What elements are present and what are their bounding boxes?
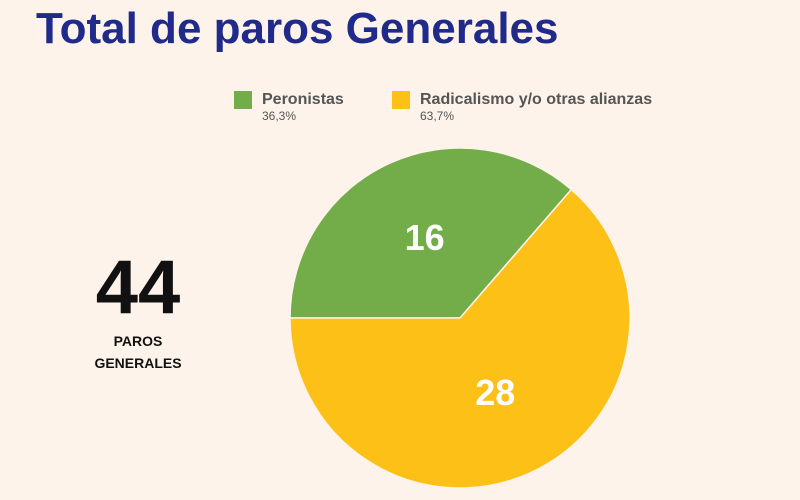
total: 44 — [95, 245, 181, 330]
slice-label: 28 — [475, 372, 515, 413]
chart-title: Total de paros Generales — [36, 4, 559, 53]
pie-slice — [289, 147, 573, 319]
legend-percent: 63,7% — [420, 109, 454, 123]
pie-slice — [289, 188, 631, 489]
legend-swatch — [392, 91, 410, 109]
slice-label: 16 — [405, 217, 445, 258]
legend-label: Radicalismo y/o otras alianzas — [420, 91, 652, 108]
legend-percent: 36,3% — [262, 109, 296, 123]
legend-label: Peronistas — [262, 91, 344, 108]
total-label: PAROS GENERALES — [94, 333, 182, 371]
legend-swatch — [234, 91, 252, 109]
